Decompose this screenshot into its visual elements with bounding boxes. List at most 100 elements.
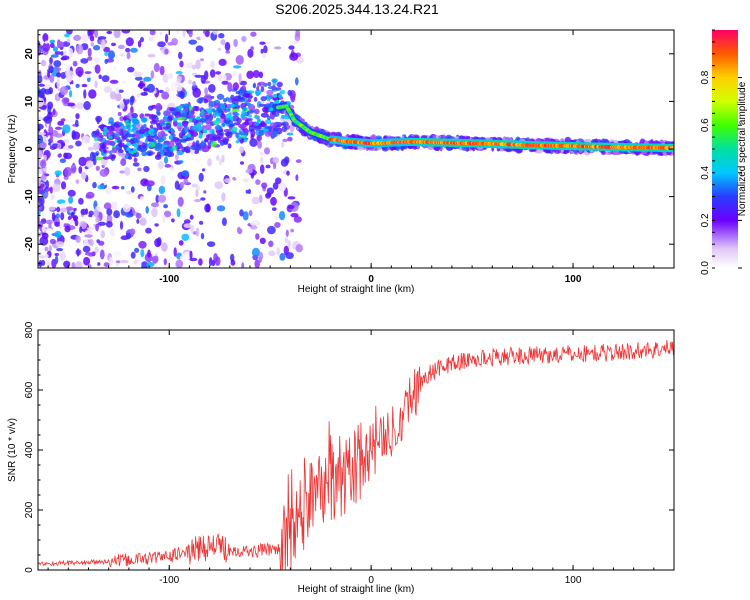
spectrogram-cell <box>122 91 130 100</box>
spectrogram-cell <box>204 70 209 80</box>
spectrogram-cell <box>75 235 81 243</box>
spectrogram-cell <box>596 139 602 144</box>
spectrogram-cell <box>148 152 152 156</box>
spectrogram-cell <box>236 136 242 141</box>
spectrogram-cell <box>214 181 224 189</box>
spectrogram-cell <box>140 36 144 43</box>
spectrogram-cell <box>188 30 193 38</box>
spectrogram-cell <box>200 232 205 240</box>
spectrogram-cell <box>164 118 170 123</box>
spectrogram-cell <box>273 162 277 170</box>
spectrogram-cell <box>38 196 45 206</box>
snr-panel: -100 0 100 0 200 400 600 800 Height of straight… <box>7 321 675 595</box>
spectrogram-cell <box>295 244 303 253</box>
spectrogram-cell <box>178 51 183 60</box>
spectrogram-cell <box>103 149 107 154</box>
spectrogram-cell <box>176 84 183 92</box>
spectrogram-cell <box>80 34 89 42</box>
spectrogram-cell <box>248 188 251 195</box>
spectrogram-cell <box>104 140 112 146</box>
spectrogram-cell <box>276 81 283 88</box>
spectrogram-cell <box>224 132 231 137</box>
spectrogram-cell <box>232 82 239 91</box>
spectrogram-cell <box>200 108 205 116</box>
spectrogram-cell <box>295 56 304 64</box>
spectrogram-cell <box>65 118 74 123</box>
spectrogram-cell <box>88 89 97 99</box>
spectrogram-cell <box>235 55 244 65</box>
spectrogram-cell <box>207 158 212 167</box>
spectrogram-cell <box>281 122 286 126</box>
spectrogram-cell <box>78 166 83 174</box>
spectrogram-cell <box>122 97 130 105</box>
spectrogram-cell <box>52 46 59 52</box>
spectrogram-cell <box>87 56 93 61</box>
spectrogram-cell <box>176 208 181 218</box>
spectrogram-cell <box>40 159 47 169</box>
spectrogram-cell <box>274 87 282 91</box>
spectrogram-cell <box>57 120 65 126</box>
spectrogram-cell <box>230 94 235 101</box>
spectrogram-cell <box>185 137 192 142</box>
spectrogram-cell <box>295 30 301 38</box>
colorbar-tick-label: 0.8 <box>700 70 711 84</box>
spectrogram-cell <box>167 140 175 148</box>
spectrogram-cell <box>111 201 118 211</box>
spectrogram-cell <box>178 160 184 164</box>
spectrogram-cell <box>205 134 210 139</box>
spectrogram-cell <box>54 133 64 138</box>
spectrogram-cell <box>209 128 214 134</box>
spectrogram-cell <box>190 144 198 151</box>
spectrogram-cell <box>266 187 275 195</box>
spectrogram-cell <box>66 38 71 43</box>
spectrogram-cell <box>171 145 178 151</box>
spectrogram-cell <box>147 249 151 258</box>
spectrogram-cell <box>273 112 280 117</box>
spectrogram-cell <box>248 124 255 132</box>
spectrogram-cell <box>268 240 274 248</box>
spectrogram-cell <box>256 222 261 226</box>
spectrogram-cell <box>136 260 142 268</box>
spectrogram-cell <box>94 246 99 254</box>
spectrogram-cell <box>226 107 231 112</box>
spectrogram-cell <box>220 39 226 46</box>
spectrogram-cell <box>254 114 259 119</box>
spectrogram-cell <box>129 96 134 106</box>
spectrogram-cell <box>223 98 227 103</box>
spectrogram-cell <box>38 116 44 121</box>
spectrogram-cell <box>121 30 131 34</box>
spectrogram-cell <box>192 81 196 87</box>
spectrogram-cell <box>151 202 159 208</box>
spectrogram-cell <box>82 245 91 253</box>
spectrogram-cell <box>286 101 291 106</box>
spectrogram-cell <box>38 97 45 108</box>
spectrogram-cell <box>48 65 54 74</box>
spectrogram-cell <box>161 242 168 252</box>
spectrogram-cell <box>138 128 146 135</box>
spectrogram-cell <box>102 156 110 160</box>
spectrogram-cell <box>258 251 264 261</box>
spectrogram-cell <box>59 207 68 213</box>
spectrogram-cell <box>175 71 183 75</box>
spectrogram-cell <box>39 255 46 259</box>
spectrogram-cell <box>113 210 120 219</box>
spectrogram-cell <box>117 44 125 50</box>
spectrogram-cell <box>198 126 203 131</box>
colorbar-gradient <box>712 30 738 268</box>
spectrogram-cell <box>38 45 44 49</box>
spectrogram-cell <box>532 148 537 152</box>
spectrogram-cell <box>183 103 188 108</box>
spectrogram-cell <box>60 86 69 96</box>
snr-frame <box>37 329 675 571</box>
spectrogram-cell <box>273 46 282 50</box>
spectrogram-cell <box>70 164 77 174</box>
spectrogram-cell <box>104 51 108 57</box>
spectrogram-cell <box>224 41 231 51</box>
spectrogram-cell <box>134 76 143 81</box>
spectrogram-cell <box>211 259 216 267</box>
spectrogram-cell <box>106 30 113 35</box>
spectrogram-cell <box>188 114 196 119</box>
spectrogram-cell <box>198 134 203 139</box>
spectrogram-cell <box>255 179 261 185</box>
spectrogram-cell <box>49 238 57 245</box>
